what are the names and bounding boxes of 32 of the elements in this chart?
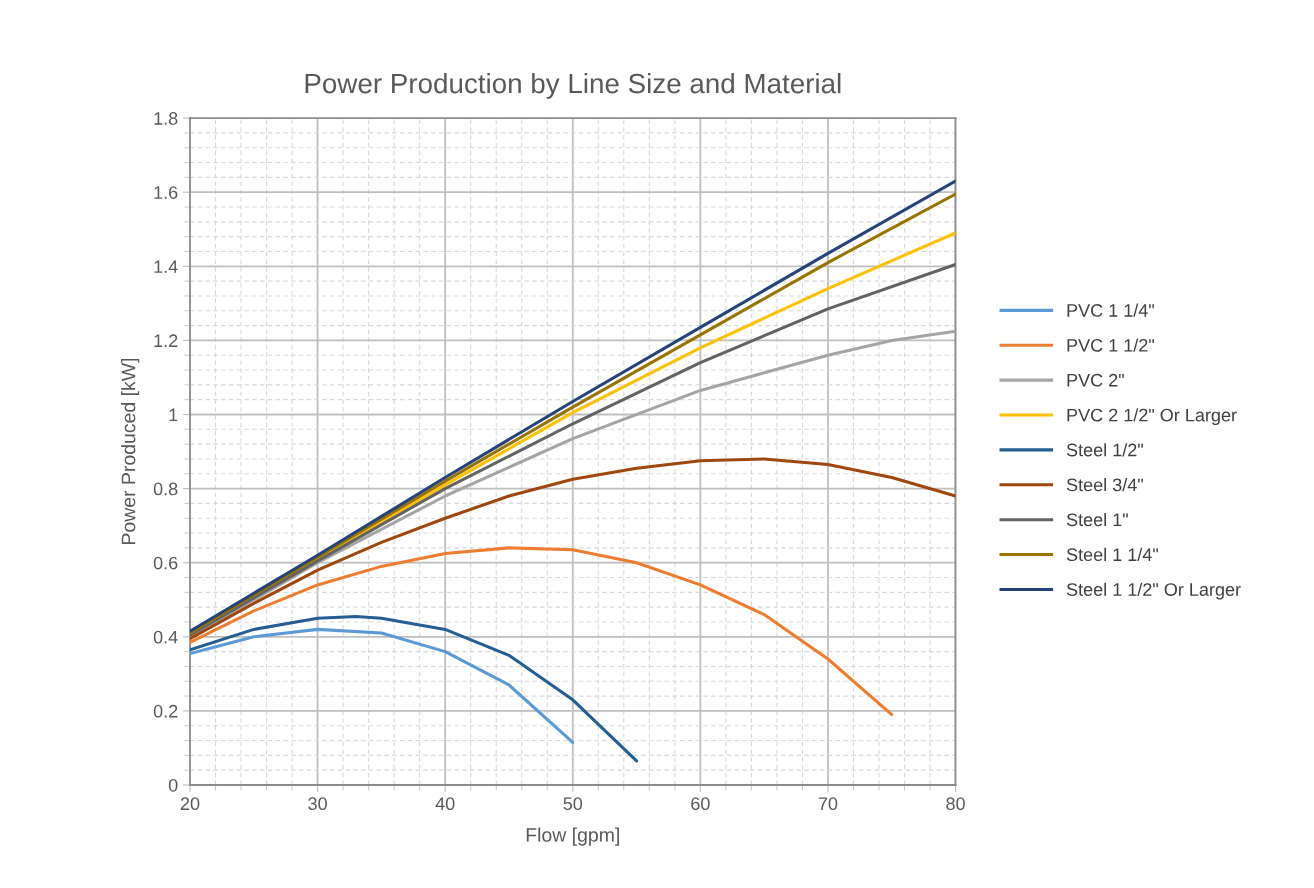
- y-tick-label: 0.8: [153, 482, 178, 496]
- x-tick-label: 40: [435, 797, 455, 811]
- y-tick-label: 1.8: [154, 112, 178, 125]
- legend-label: Steel 1 1/2" Or Larger: [1066, 582, 1241, 600]
- x-tick-label: 30: [308, 797, 327, 811]
- x-tick-label: 50: [563, 797, 583, 811]
- legend-label: Steel 1 1/4": [1066, 547, 1159, 562]
- y-tick-label: 0: [168, 778, 178, 792]
- legend-label: PVC 1 1/2": [1067, 338, 1154, 352]
- legend-label: Steel 1/2": [1066, 443, 1143, 457]
- y-tick-label: 1.6: [154, 186, 178, 199]
- legend-label: Steel 1": [1066, 512, 1128, 527]
- y-tick-label: 1: [169, 408, 178, 422]
- line-series: [190, 546, 894, 717]
- chart-title: Power Production by Line Size and Material: [305, 72, 841, 99]
- legend-label: PVC 2": [1067, 373, 1124, 387]
- x-tick-label: 70: [818, 797, 838, 811]
- y-tick-label: 0.4: [153, 630, 178, 644]
- line-series: [190, 614, 639, 763]
- x-tick-label: 60: [691, 797, 710, 811]
- x-tick-label: 20: [180, 797, 200, 811]
- y-tick-label: 1.2: [154, 334, 178, 347]
- legend-label: PVC 1 1/4": [1067, 303, 1154, 317]
- y-tick-label: 0.2: [153, 704, 178, 718]
- x-axis-title: Flow [gpm]: [526, 827, 619, 846]
- legend-label: Steel 3/4": [1066, 478, 1143, 492]
- line-series: [190, 627, 575, 744]
- y-tick-label: 0.6: [153, 556, 178, 570]
- y-axis-title: Power Produced [kW]: [121, 358, 140, 544]
- x-tick-label: 80: [946, 797, 965, 811]
- legend-label: PVC 2 1/2" Or Larger: [1067, 408, 1237, 426]
- y-tick-label: 1.4: [154, 260, 178, 273]
